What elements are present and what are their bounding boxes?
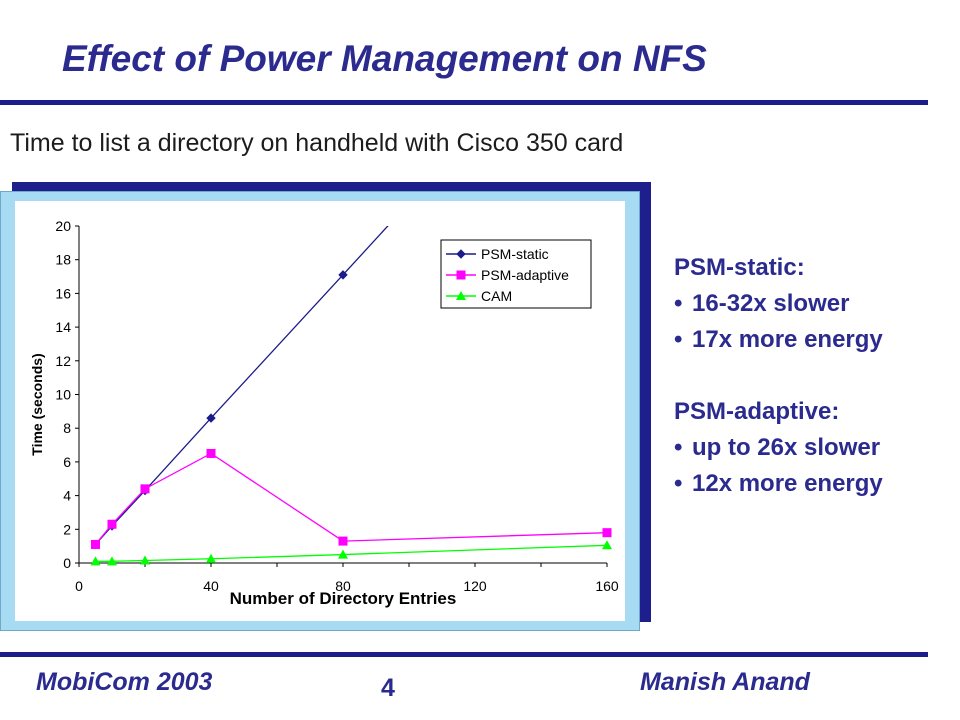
- data-point-cam: [206, 553, 216, 563]
- series-psm-adaptive: [91, 448, 612, 549]
- legend-marker-psm-static: [456, 249, 466, 259]
- y-tick-label-2: 2: [63, 521, 71, 537]
- note-bullet: 17x more energy: [674, 322, 883, 358]
- x-tick-label-40: 40: [203, 578, 219, 594]
- y-tick-label-14: 14: [55, 319, 71, 335]
- side-notes: PSM-static: 16-32x slower 17x more energ…: [674, 250, 883, 502]
- note-spacer: [674, 358, 883, 394]
- legend-marker-psm-adaptive: [456, 270, 466, 280]
- x-axis-label: Number of Directory Entries: [230, 589, 457, 608]
- note-group-psm-static: PSM-static: 16-32x slower 17x more energ…: [674, 250, 883, 358]
- note-list: up to 26x slower 12x more energy: [674, 430, 883, 502]
- data-point-psm-adaptive: [107, 519, 117, 529]
- note-bullet: up to 26x slower: [674, 430, 883, 466]
- data-point-cam: [107, 556, 117, 566]
- note-list: 16-32x slower 17x more energy: [674, 286, 883, 358]
- data-point-cam: [140, 555, 150, 565]
- slide-subtitle: Time to list a directory on handheld wit…: [10, 129, 624, 157]
- line-chart: 0 2 4 6 8 10 12 14 16 18 20 0 40 80 120 160 Number of Di…: [15, 201, 625, 621]
- legend-label-cam: CAM: [481, 288, 512, 304]
- y-tick-label-8: 8: [63, 420, 71, 436]
- data-point-cam: [338, 549, 348, 559]
- y-tick-label-0: 0: [63, 555, 71, 571]
- y-tick-label-20: 20: [55, 218, 71, 234]
- slide-title: Effect of Power Management on NFS: [62, 38, 707, 79]
- footer-conference: MobiCom 2003: [36, 668, 213, 696]
- note-bullet: 16-32x slower: [674, 286, 883, 322]
- note-bullet: 12x more energy: [674, 466, 883, 502]
- data-point-psm-adaptive: [338, 536, 348, 546]
- data-point-psm-static: [338, 270, 348, 280]
- series-line-psm-static: [95, 226, 389, 545]
- series-cam: [90, 540, 612, 566]
- y-tick-label-6: 6: [63, 454, 71, 470]
- data-point-psm-static: [206, 413, 216, 423]
- y-tick-label-10: 10: [55, 387, 71, 403]
- note-heading: PSM-adaptive:: [674, 398, 840, 425]
- page-number: 4: [381, 674, 395, 702]
- x-tick-label-160: 160: [595, 578, 619, 594]
- data-point-cam: [602, 540, 612, 550]
- note-group-psm-adaptive: PSM-adaptive: up to 26x slower 12x more …: [674, 394, 883, 502]
- y-tick-label-16: 16: [55, 285, 71, 301]
- legend-label-psm-adaptive: PSM-adaptive: [481, 267, 569, 283]
- footer-divider: [0, 652, 928, 657]
- note-heading: PSM-static:: [674, 254, 805, 281]
- data-point-cam: [90, 556, 101, 566]
- data-point-psm-adaptive: [206, 448, 216, 458]
- y-axis-label: Time (seconds): [29, 353, 45, 455]
- title-divider: [0, 100, 928, 105]
- y-tick-label-4: 4: [63, 488, 71, 504]
- x-tick-label-0: 0: [75, 578, 83, 594]
- x-tick-label-80: 80: [335, 578, 351, 594]
- footer-author: Manish Anand: [640, 668, 810, 696]
- data-point-psm-adaptive: [602, 528, 612, 538]
- y-tick-label-12: 12: [55, 353, 71, 369]
- y-tick-label-18: 18: [55, 252, 71, 268]
- x-tick-label-120: 120: [463, 578, 487, 594]
- legend-marker-cam: [456, 291, 466, 300]
- data-point-psm-adaptive: [91, 539, 100, 549]
- data-point-psm-adaptive: [140, 484, 150, 494]
- legend-label-psm-static: PSM-static: [481, 246, 549, 262]
